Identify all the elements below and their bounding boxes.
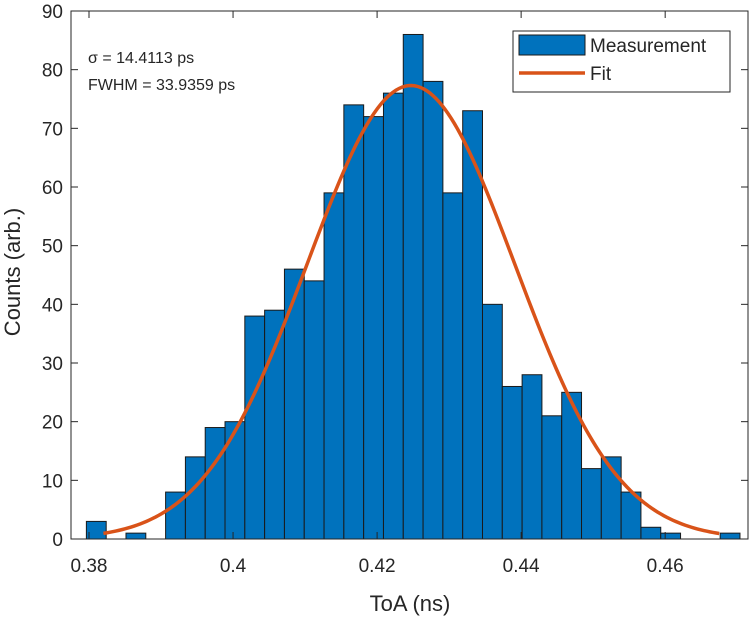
- histogram-bar: [442, 192, 464, 540]
- fwhm-annotation: FWHM = 33.9359 ps: [88, 77, 235, 94]
- x-tick-label: 0.4: [220, 556, 247, 577]
- y-tick-label: 90: [42, 2, 63, 23]
- histogram-bar: [521, 374, 543, 540]
- histogram-bar: [244, 315, 266, 540]
- histogram-bar: [204, 427, 226, 540]
- histogram-bar: [719, 532, 741, 540]
- y-axis-label: Counts (arb.): [0, 208, 25, 336]
- x-axis-ticks: 0.38 0.4 0.42 0.44 0.46: [71, 11, 684, 577]
- histogram-bar: [640, 526, 662, 540]
- x-tick-label: 0.44: [503, 556, 540, 577]
- y-tick-label: 0: [52, 530, 63, 551]
- histogram-bar: [363, 116, 384, 540]
- y-tick-label: 40: [42, 295, 63, 316]
- legend-measurement-label: Measurement: [590, 36, 707, 57]
- histogram-bar: [660, 532, 682, 540]
- histogram-bar: [481, 303, 503, 540]
- histogram-bar: [382, 92, 404, 540]
- histogram-bar: [283, 268, 305, 540]
- histogram-bar: [402, 33, 424, 540]
- x-tick-label: 0.42: [359, 556, 396, 577]
- y-tick-label: 10: [42, 471, 63, 492]
- legend-fit-label: Fit: [590, 64, 612, 85]
- y-tick-label: 50: [42, 237, 63, 258]
- y-axis-ticks: 0 10 20 30 40 50 60 70 80 90: [42, 2, 748, 551]
- y-tick-label: 70: [42, 119, 63, 140]
- gaussian-fit-line: [103, 83, 720, 536]
- legend-measurement-swatch: [518, 34, 586, 56]
- y-tick-label: 80: [42, 61, 63, 82]
- histogram-bar: [343, 104, 365, 540]
- y-tick-label: 60: [42, 178, 63, 199]
- histogram-bar: [125, 532, 147, 540]
- histogram-bar: [323, 192, 345, 540]
- y-tick-label: 20: [42, 413, 63, 434]
- histogram-bar: [422, 80, 444, 540]
- histogram-bar: [303, 280, 325, 540]
- histogram-bar: [224, 421, 246, 540]
- histogram-bar: [501, 385, 523, 540]
- plot-frame: [70, 10, 749, 540]
- legend: Measurement Fit: [512, 30, 731, 93]
- sigma-annotation: σ = 14.4113 ps: [88, 50, 194, 67]
- x-tick-label: 0.38: [71, 556, 108, 577]
- x-axis-label: ToA (ns): [370, 591, 451, 616]
- histogram-bar: [581, 468, 602, 540]
- histogram-bar: [541, 415, 563, 540]
- histogram-bar: [184, 456, 206, 540]
- x-tick-label: 0.46: [647, 556, 684, 577]
- y-tick-label: 30: [42, 354, 63, 375]
